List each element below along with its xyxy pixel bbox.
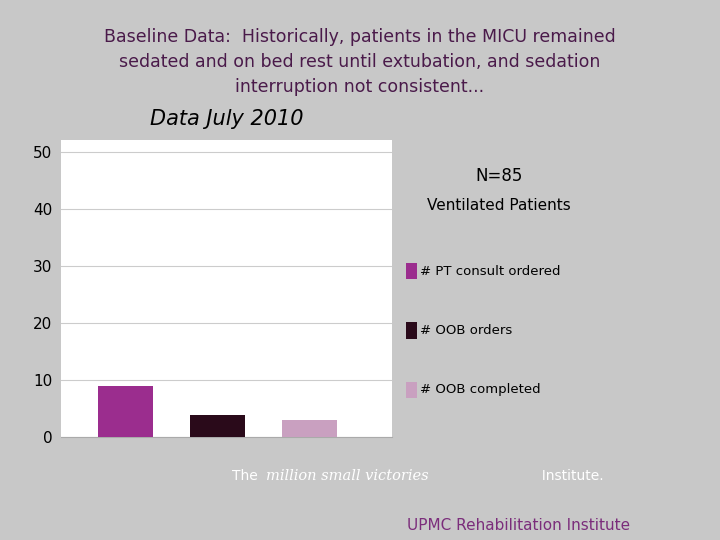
Text: # OOB orders: # OOB orders — [420, 324, 513, 337]
Bar — [98, 386, 153, 437]
FancyBboxPatch shape — [407, 263, 418, 279]
Text: million small victories: million small victories — [266, 469, 429, 483]
Text: The: The — [232, 469, 266, 483]
FancyBboxPatch shape — [407, 382, 418, 398]
Text: Baseline Data:  Historically, patients in the MICU remained
sedated and on bed r: Baseline Data: Historically, patients in… — [104, 28, 616, 96]
Text: # OOB completed: # OOB completed — [420, 383, 541, 396]
Text: Data July 2010: Data July 2010 — [150, 109, 304, 129]
FancyBboxPatch shape — [407, 322, 418, 339]
Text: Institute.: Institute. — [533, 469, 603, 483]
Bar — [190, 415, 246, 437]
Text: N=85: N=85 — [475, 167, 523, 185]
Text: UPMC Rehabilitation Institute: UPMC Rehabilitation Institute — [407, 518, 630, 532]
Bar — [282, 420, 337, 437]
Text: Ventilated Patients: Ventilated Patients — [427, 198, 571, 213]
Text: # PT consult ordered: # PT consult ordered — [420, 265, 561, 278]
